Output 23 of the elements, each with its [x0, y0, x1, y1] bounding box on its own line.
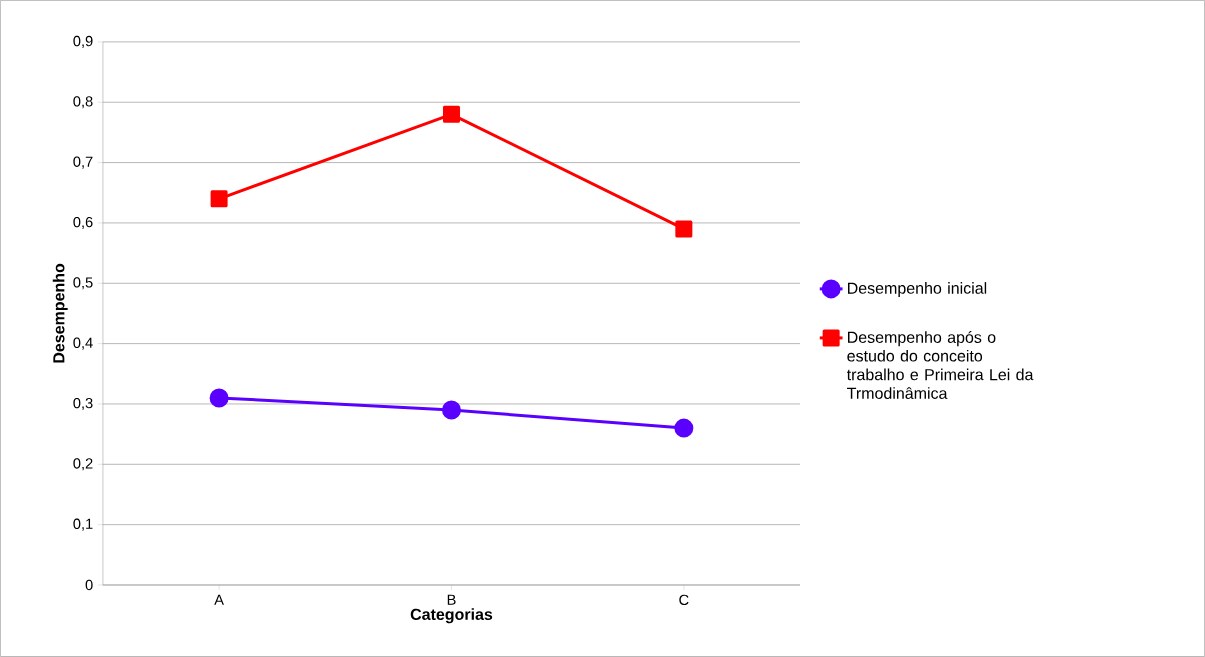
y-tick-label: 0 — [85, 579, 93, 591]
x-axis-title: Categorias — [410, 608, 493, 624]
y-tick-label: 0,3 — [73, 397, 93, 411]
point — [210, 190, 228, 208]
y-tick-label: 0,1 — [73, 518, 93, 531]
y-axis-title: Desempenho — [52, 263, 68, 363]
y-tick-label: 0,5 — [73, 277, 93, 290]
y-tick-label: 0,8 — [73, 96, 93, 109]
legend-label: Desempenho após o estudo do conceito trabalho e Primeira Lei da Trmodinâmica — [846, 331, 1034, 400]
y-tick-label: 0,6 — [73, 216, 93, 230]
x-tick-label: B — [447, 594, 456, 605]
point — [441, 400, 461, 420]
y-tick-label: 0,7 — [73, 156, 93, 169]
x-tick-label: C — [679, 594, 689, 606]
y-tick-label: 0,2 — [73, 458, 93, 471]
y-tick-label: 0,4 — [73, 337, 93, 350]
x-tick-label: A — [214, 594, 224, 605]
point — [442, 105, 460, 123]
legend-label: Desempenho inicial — [848, 282, 987, 298]
point — [209, 388, 229, 408]
point — [675, 220, 693, 238]
y-tick-label: 0,9 — [73, 35, 93, 49]
point — [674, 418, 694, 438]
